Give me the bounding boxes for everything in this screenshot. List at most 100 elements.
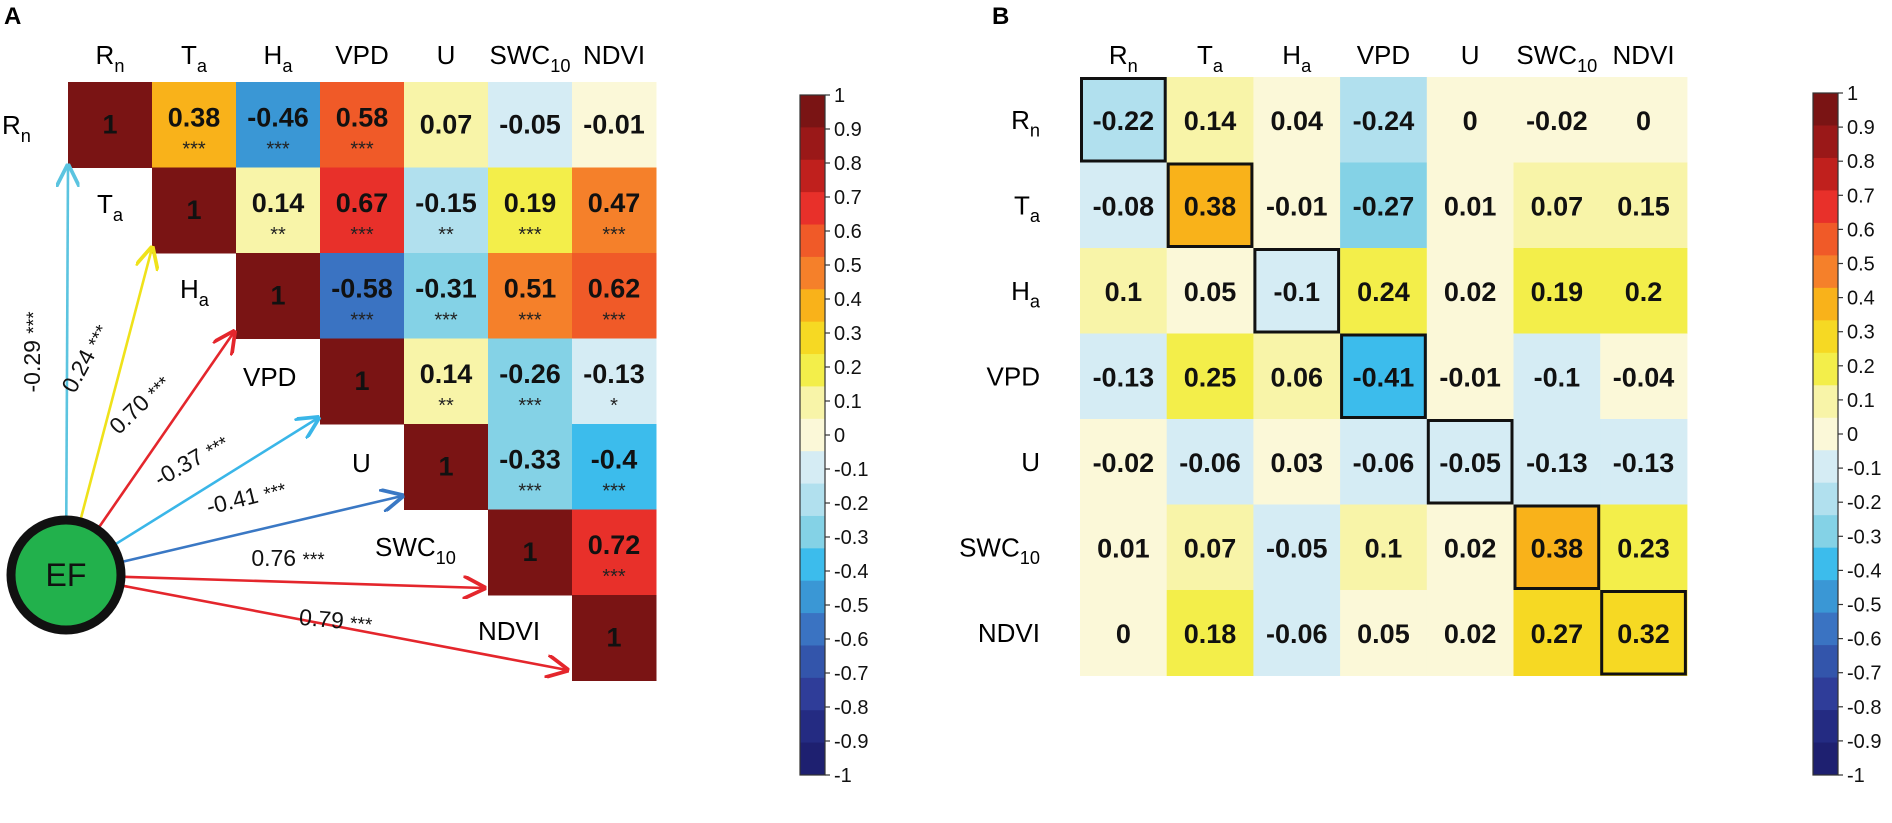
a-cell-significance: *** bbox=[182, 139, 206, 161]
a-cell-rn-u bbox=[404, 82, 489, 168]
a-cell-ha-ndvi bbox=[572, 253, 657, 339]
b-col-header-u: U bbox=[1461, 40, 1480, 70]
b-cell-rn-ha bbox=[1253, 77, 1341, 163]
colorbar-swatch bbox=[800, 192, 825, 226]
colorbar-swatch bbox=[1813, 125, 1838, 159]
b-diagonal-outline bbox=[1080, 77, 1167, 163]
b-cell-ha-swc10 bbox=[1513, 248, 1601, 334]
colorbar-swatch bbox=[800, 710, 825, 744]
a-cell-value: -0.58 bbox=[331, 273, 393, 303]
a-cell-rn-swc10 bbox=[488, 82, 573, 168]
a-ef-arrow-ha bbox=[97, 332, 234, 529]
colorbar-tick-label: -0.5 bbox=[834, 595, 868, 617]
colorbar-swatch bbox=[800, 677, 825, 711]
colorbar-tick-label: -0.7 bbox=[1847, 663, 1881, 685]
a-cell-value: 0.14 bbox=[252, 188, 305, 218]
colorbar-tick-label: 0.5 bbox=[1847, 254, 1875, 276]
a-cell-significance: ** bbox=[438, 395, 454, 417]
a-ef-arrow-rn bbox=[66, 166, 68, 518]
colorbar-swatch bbox=[800, 742, 825, 776]
a-cell-vpd-ndvi bbox=[572, 338, 657, 425]
b-diagonal-outline bbox=[1513, 504, 1601, 590]
ef-node bbox=[6, 515, 126, 635]
a-cell-value: 0.19 bbox=[504, 188, 557, 218]
a-ef-arrow-ndvi bbox=[122, 584, 567, 670]
panel-a-label: A bbox=[4, 3, 21, 30]
b-cell-rn-ndvi bbox=[1600, 77, 1688, 163]
b-cell-ha-vpd bbox=[1340, 248, 1428, 334]
colorbar-swatch bbox=[800, 645, 825, 679]
a-cell-value: 1 bbox=[186, 195, 201, 225]
panel-b-heatmap: Rn Ta Ha VPD U SWC10 NDVI Rn Ta Ha VPD U SWC10 NDVI -0… bbox=[959, 40, 1688, 676]
b-cell-value: -0.04 bbox=[1613, 362, 1675, 392]
b-col-header-ndvi: NDVI bbox=[1612, 40, 1674, 70]
b-cell-rn-rn bbox=[1080, 77, 1168, 163]
colorbar-swatch bbox=[1813, 612, 1838, 646]
b-cell-value: 0.05 bbox=[1357, 619, 1410, 649]
colorbar-tick-label: -0.2 bbox=[834, 493, 868, 515]
b-cell-value: 0.07 bbox=[1184, 533, 1237, 563]
b-cell-vpd-ta bbox=[1166, 333, 1254, 420]
a-col-header-ha: Ha bbox=[264, 40, 294, 76]
b-cell-value: 0.19 bbox=[1531, 277, 1584, 307]
colorbar-tick-label: -0.9 bbox=[1847, 731, 1881, 753]
a-col-header-ndvi: NDVI bbox=[583, 40, 645, 70]
b-cell-ha-ha bbox=[1253, 248, 1341, 334]
a-cell-value: -0.13 bbox=[583, 359, 645, 389]
b-cell-value: 0.03 bbox=[1270, 448, 1323, 478]
b-cell-u-rn bbox=[1080, 419, 1168, 505]
a-cell-ha-ha bbox=[236, 253, 321, 339]
b-col-header-ta: Ta bbox=[1197, 40, 1224, 76]
b-cell-value: -0.06 bbox=[1266, 619, 1328, 649]
b-cell-ndvi-ha bbox=[1253, 590, 1341, 676]
b-col-header-rn: Rn bbox=[1109, 40, 1138, 76]
colorbar-swatch bbox=[800, 224, 825, 258]
b-cell-ha-rn bbox=[1080, 248, 1168, 334]
colorbar-tick-label: 0.9 bbox=[1847, 117, 1875, 139]
a-cell-rn-rn bbox=[68, 82, 153, 168]
colorbar-swatch bbox=[800, 95, 825, 128]
a-cell-u-swc10 bbox=[488, 424, 573, 510]
a-cell-value: 0.72 bbox=[588, 530, 641, 560]
colorbar-tick-label: -0.1 bbox=[1847, 458, 1881, 480]
colorbar-swatch bbox=[1813, 742, 1838, 776]
b-cell-vpd-swc10 bbox=[1513, 333, 1601, 420]
colorbar-swatch bbox=[1813, 157, 1838, 191]
a-cell-value: 0.07 bbox=[420, 109, 473, 139]
b-row-label-rn: Rn bbox=[1011, 105, 1040, 141]
a-cell-ha-vpd bbox=[320, 253, 405, 339]
colorbar-swatch bbox=[800, 354, 825, 387]
b-cell-value: -0.01 bbox=[1266, 191, 1328, 221]
a-cell-ta-u bbox=[404, 167, 489, 254]
b-cell-value: 0.38 bbox=[1184, 191, 1237, 221]
a-cell-significance: *** bbox=[518, 481, 542, 503]
a-cell-ta-vpd bbox=[320, 167, 405, 254]
a-cell-value: -0.05 bbox=[499, 109, 561, 139]
b-cell-value: 0.38 bbox=[1531, 533, 1584, 563]
a-cell-rn-ha bbox=[236, 82, 321, 168]
b-row-label-ha: Ha bbox=[1011, 276, 1041, 312]
colorbar-swatch bbox=[800, 483, 825, 517]
b-diagonal-outline bbox=[1426, 419, 1514, 505]
b-cell-value: -0.1 bbox=[1273, 277, 1320, 307]
b-cell-value: -0.02 bbox=[1093, 448, 1155, 478]
b-cell-value: -0.13 bbox=[1613, 448, 1675, 478]
b-col-header-swc10: SWC10 bbox=[1516, 40, 1597, 76]
a-ef-coef-ha: 0.70 *** bbox=[104, 369, 175, 439]
a-cell-significance: *** bbox=[518, 395, 542, 417]
colorbar-tick-label: -0.9 bbox=[834, 731, 868, 753]
b-cell-value: 0.01 bbox=[1444, 191, 1497, 221]
colorbar-tick-label: 0.8 bbox=[834, 153, 862, 175]
b-cell-value: -0.13 bbox=[1526, 448, 1588, 478]
a-cell-swc10-ndvi bbox=[572, 509, 657, 596]
a-cell-significance: ** bbox=[438, 224, 454, 246]
b-cell-ta-ndvi bbox=[1600, 162, 1688, 249]
a-cell-value: 1 bbox=[522, 537, 537, 567]
b-cell-value: -0.22 bbox=[1093, 106, 1155, 136]
colorbar-tick-label: 0.7 bbox=[1847, 185, 1875, 207]
colorbar-swatch bbox=[800, 321, 825, 355]
b-cell-ta-ta bbox=[1166, 162, 1254, 249]
b-row-label-ta: Ta bbox=[1014, 190, 1041, 226]
b-cell-ndvi-ta bbox=[1166, 590, 1254, 676]
b-cell-ha-u bbox=[1426, 248, 1514, 334]
